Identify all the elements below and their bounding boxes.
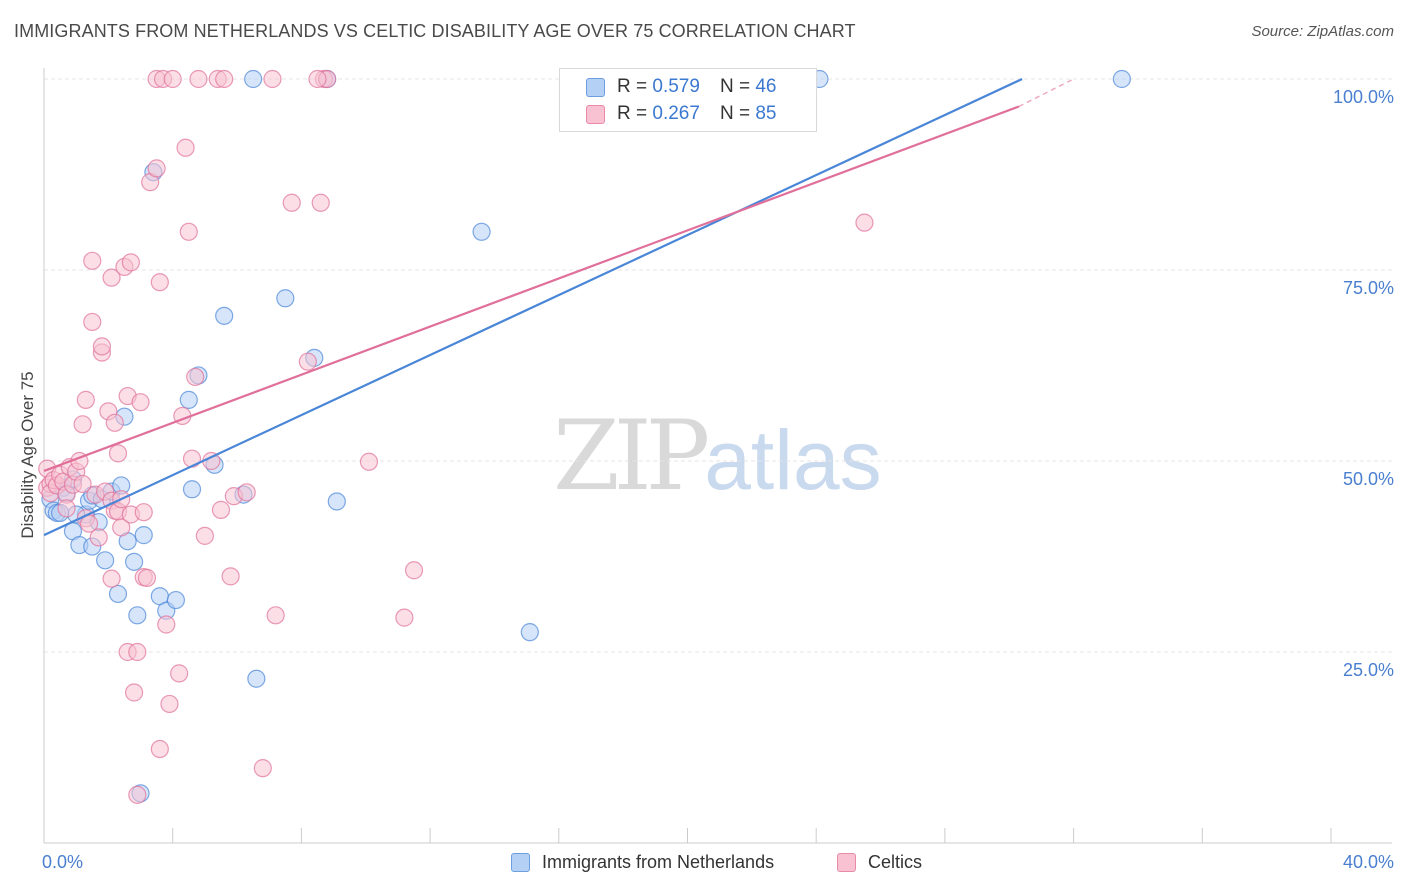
chart-title: IMMIGRANTS FROM NETHERLANDS VS CELTIC DI… — [14, 21, 856, 41]
celtics-point — [128, 642, 147, 662]
celtics-point — [89, 528, 108, 547]
netherlands-point — [108, 584, 128, 604]
celtics-point — [215, 69, 234, 89]
celtics-point — [157, 615, 176, 634]
watermark-zip: ZIP — [553, 400, 710, 512]
netherlands-point — [124, 552, 144, 571]
legend-swatch-celtics — [586, 104, 605, 124]
celtics-point — [102, 268, 121, 287]
celtics-point — [311, 193, 330, 212]
celtics-point — [137, 568, 157, 587]
series-swatch-celtics — [837, 853, 856, 872]
legend-r-label: R = — [617, 103, 648, 124]
celtics-point — [282, 193, 301, 212]
series-swatch-netherlands — [511, 853, 530, 872]
celtics-point — [266, 606, 285, 625]
celtics-point — [179, 222, 198, 241]
netherlands-point — [179, 390, 198, 409]
celtics-point — [134, 503, 153, 522]
celtics-point — [83, 251, 102, 270]
legend-r-value: 0.579 — [652, 76, 700, 97]
celtics-point — [131, 393, 150, 412]
celtics-point — [308, 69, 327, 89]
x-tick-label-max: 40.0% — [1342, 852, 1394, 872]
celtics-point — [112, 518, 131, 537]
celtics-point — [189, 69, 208, 89]
legend-r-value: 0.267 — [652, 103, 700, 124]
celtics-point — [92, 337, 112, 356]
series-label-netherlands: Immigrants from Netherlands — [542, 852, 775, 872]
celtics-trend-extension — [1018, 78, 1074, 108]
celtics-point — [128, 785, 147, 804]
legend-row-netherlands: R = 0.579 N = 46 — [586, 75, 776, 99]
celtics-point — [253, 759, 272, 778]
source-credit: Source: ZipAtlas.com — [1251, 23, 1394, 40]
celtics-point — [73, 415, 92, 434]
celtics-point — [83, 312, 102, 332]
y-tick-label-100: 100.0% — [1332, 87, 1394, 107]
celtics-point — [102, 569, 121, 588]
netherlands-point — [166, 590, 186, 610]
netherlands-point — [134, 526, 153, 545]
watermark: ZIPatlas — [553, 400, 882, 512]
netherlands-point — [520, 623, 539, 642]
celtics-point — [855, 213, 874, 232]
netherlands-point — [276, 289, 295, 308]
netherlands-point — [215, 306, 234, 325]
y-tick-label-50: 50.0% — [1342, 469, 1394, 489]
celtics-point — [186, 367, 205, 387]
celtics-point — [237, 483, 256, 502]
celtics-point — [163, 69, 182, 89]
legend-swatch-netherlands — [586, 77, 605, 97]
correlation-legend: R = 0.579 N = 46 R = 0.267 N = 85 — [559, 68, 817, 132]
netherlands-point — [247, 669, 266, 688]
celtics-point — [395, 608, 414, 627]
y-tick-label-75: 75.0% — [1342, 278, 1394, 298]
netherlands-point — [182, 480, 202, 499]
celtics-point — [298, 352, 317, 371]
netherlands-point — [128, 606, 147, 625]
series-legend-celtics: Celtics — [837, 852, 922, 873]
celtics-point — [57, 499, 76, 518]
watermark-atlas: atlas — [704, 413, 882, 507]
legend-row-celtics: R = 0.267 N = 85 — [586, 102, 776, 126]
celtics-point — [105, 413, 124, 432]
netherlands-point — [96, 551, 115, 570]
legend-n-value: 46 — [755, 76, 777, 97]
netherlands-trend-line — [43, 78, 1023, 537]
x-tick-label-min: 0.0% — [42, 852, 84, 872]
legend-n-value: 85 — [755, 103, 777, 124]
netherlands-point — [244, 69, 263, 89]
celtics-point — [124, 683, 144, 702]
netherlands-point — [472, 222, 491, 241]
y-axis-label: Disability Age Over 75 — [18, 371, 37, 539]
celtics-point — [195, 526, 214, 545]
celtics-trend-line — [43, 105, 1020, 472]
netherlands-point — [1112, 69, 1131, 89]
celtics-point — [263, 69, 282, 89]
celtics-point — [108, 444, 128, 463]
celtics-point — [211, 500, 231, 519]
celtics-point — [73, 474, 92, 494]
celtics-point — [404, 561, 424, 580]
y-tick-label-25: 25.0% — [1342, 660, 1394, 680]
celtics-point — [170, 664, 189, 683]
celtics-point — [182, 449, 202, 468]
celtics-point — [176, 138, 195, 157]
series-legend-netherlands: Immigrants from Netherlands — [511, 852, 774, 873]
legend-r-label: R = — [617, 76, 648, 97]
celtics-point — [359, 452, 379, 471]
series-label-celtics: Celtics — [868, 852, 923, 872]
legend-n-label: N = — [719, 103, 751, 124]
celtics-point — [221, 567, 240, 586]
celtics-point — [147, 159, 166, 178]
celtics-point — [150, 273, 169, 292]
celtics-point — [76, 390, 95, 409]
legend-n-label: N = — [719, 76, 751, 97]
celtics-point — [160, 694, 179, 714]
celtics-point — [121, 253, 140, 272]
celtics-point — [150, 739, 169, 759]
netherlands-point — [327, 492, 346, 511]
